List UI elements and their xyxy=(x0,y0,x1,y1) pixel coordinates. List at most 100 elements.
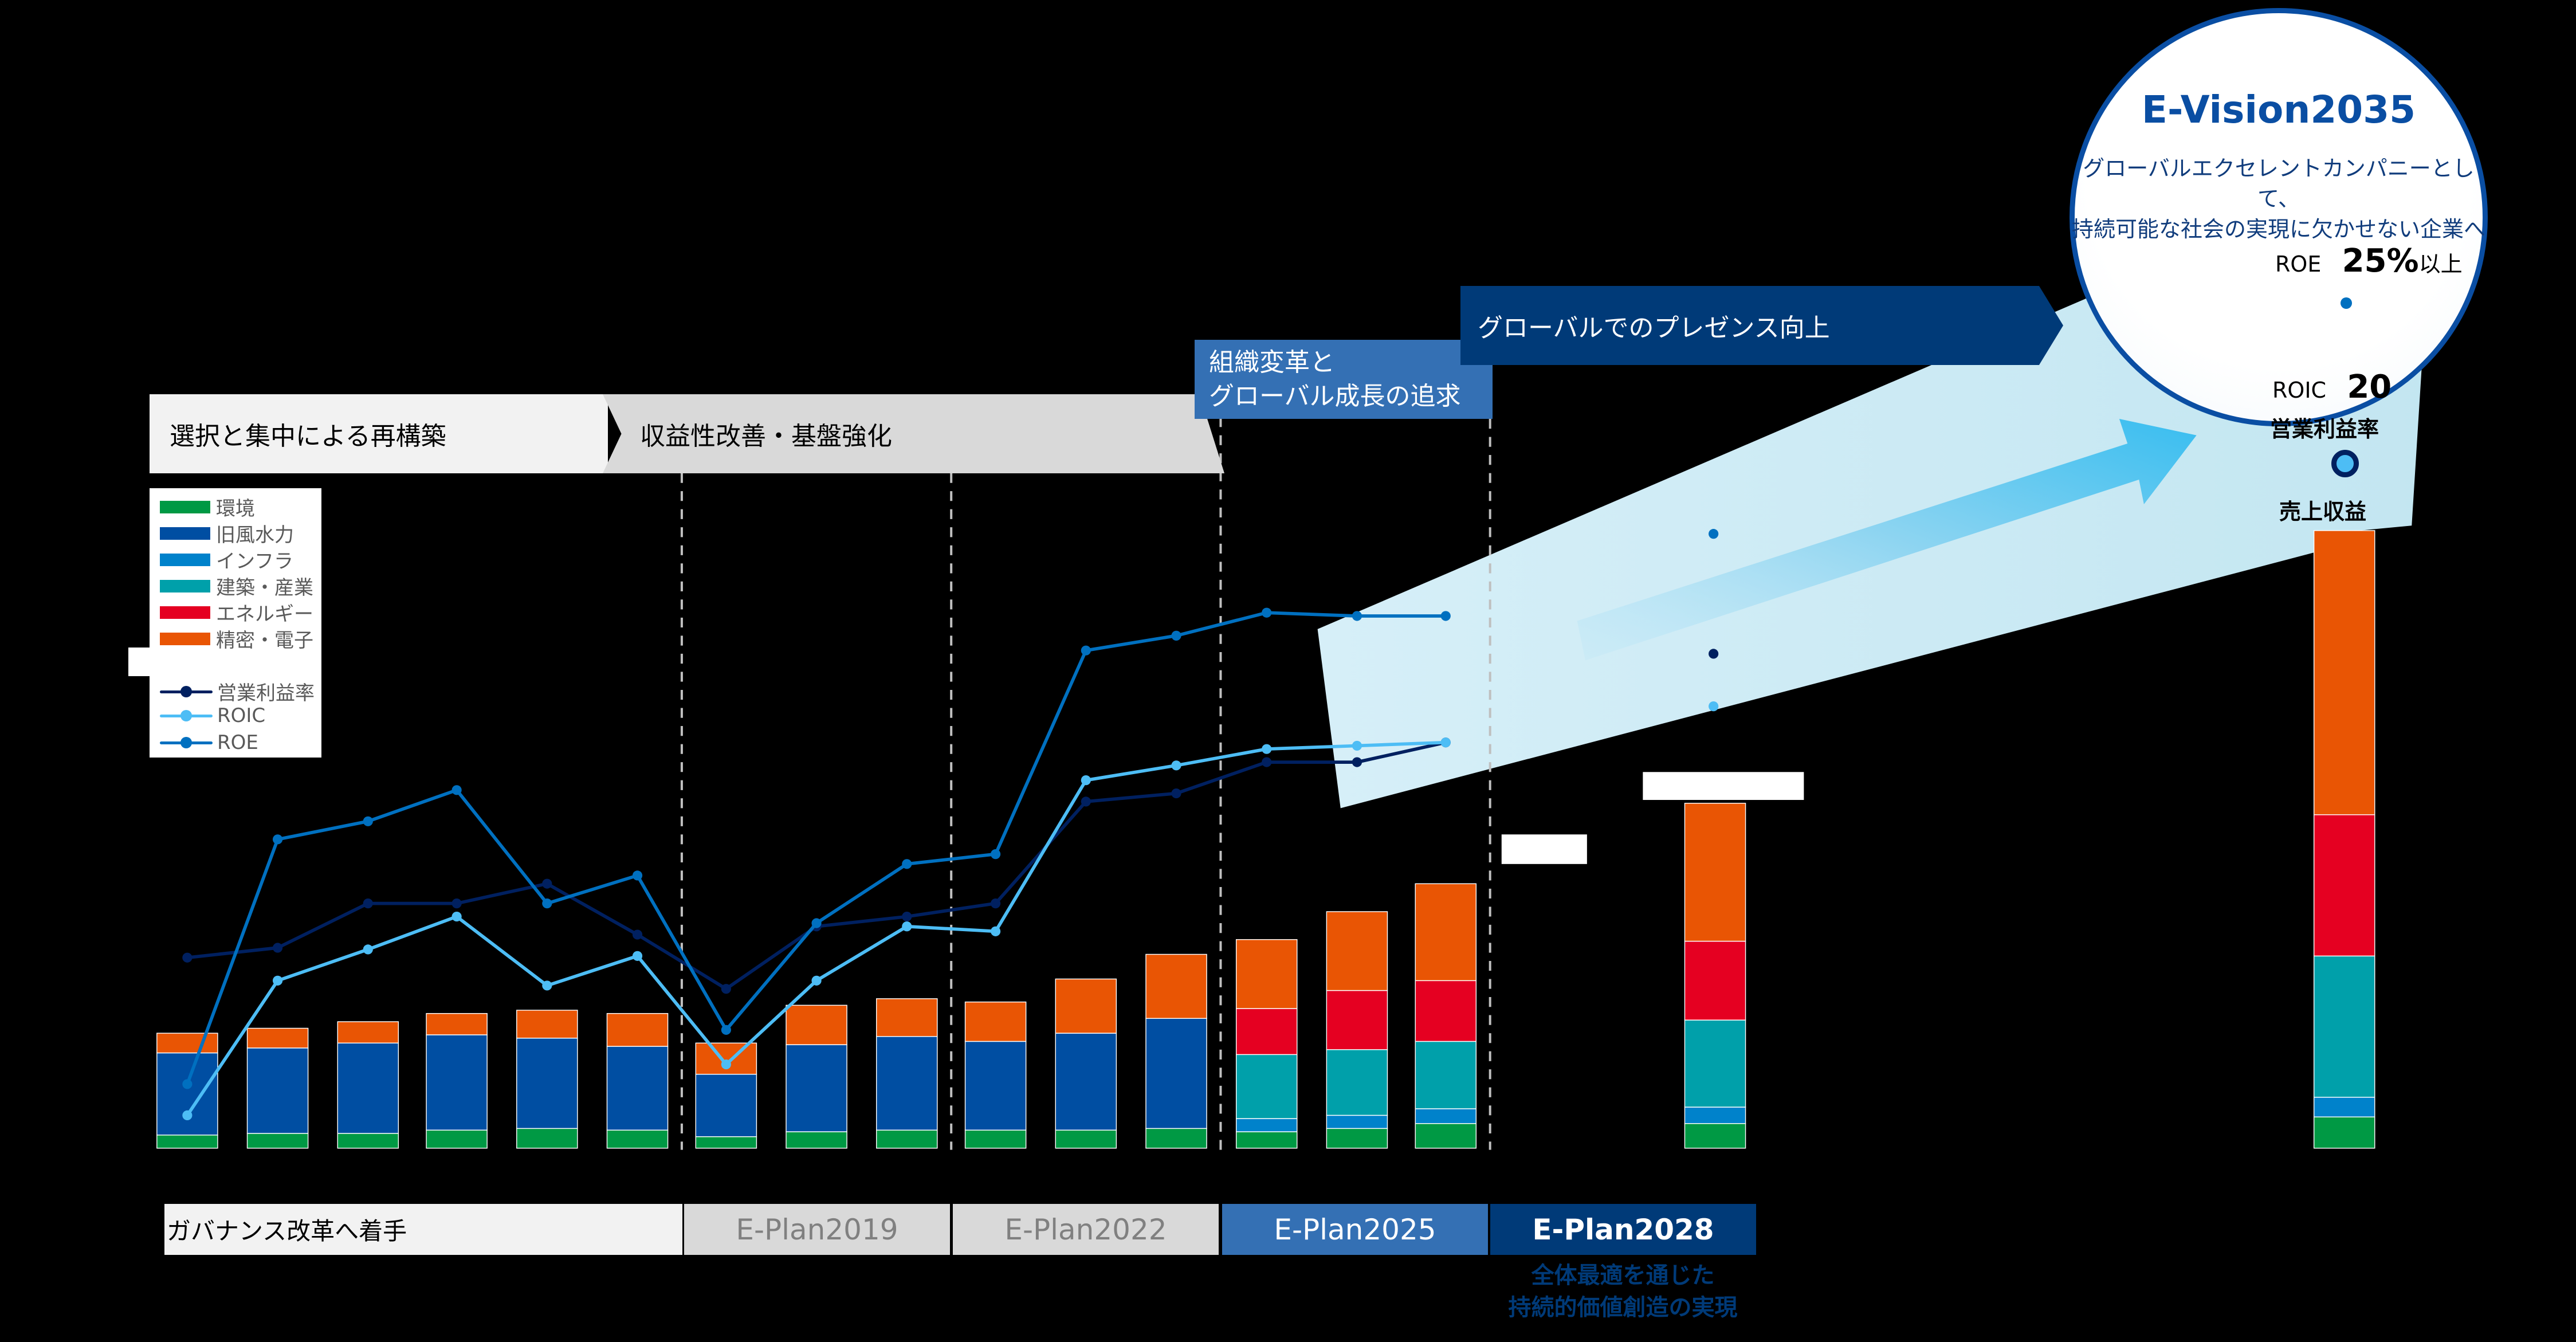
data-point-icon xyxy=(632,929,643,940)
swatch-icon xyxy=(160,500,210,513)
bar-segment xyxy=(1235,1118,1298,1132)
vision-subtitle-line1: グローバルエクセレントカンパニーとして、 xyxy=(2083,156,2475,212)
plan2028-subtitle: 全体最適を通じた 持続的価値創造の実現 xyxy=(1467,1259,1779,1324)
bar-segment xyxy=(786,1004,847,1045)
plan2028-subtitle-line1: 全体最適を通じた xyxy=(1531,1262,1715,1289)
bar-segment xyxy=(516,1128,578,1149)
data-point-icon xyxy=(1262,744,1272,754)
kpi-label: ROE xyxy=(2275,252,2322,277)
bar-segment xyxy=(1415,883,1477,982)
phase-label: グローバルでのプレゼンス向上 xyxy=(1478,313,1830,343)
vision-subtitle-line2: 持続可能な社会の実現に欠かせない企業へ xyxy=(2071,217,2485,242)
data-point-icon xyxy=(542,878,552,889)
data-point-icon xyxy=(451,785,462,795)
phase-banner-org-transformation: 組織変革と グローバル成長の追求 xyxy=(1195,340,1493,419)
data-point-icon xyxy=(1262,607,1272,618)
data-point-icon xyxy=(1352,757,1362,767)
data-point-icon xyxy=(902,911,912,922)
bar-segment xyxy=(1684,1106,1746,1124)
plan-eplan2028: E-Plan2028 xyxy=(1490,1204,1756,1255)
bar-segment xyxy=(426,1034,488,1131)
bar-segment xyxy=(426,1129,488,1149)
kpi-value: 25% xyxy=(2342,242,2419,280)
data-point-icon xyxy=(451,911,462,922)
phase-label: 収益性改善・基盤強化 xyxy=(640,422,892,451)
bar-segment xyxy=(1145,1018,1207,1129)
bar-segment xyxy=(1055,1033,1117,1131)
bar-segment xyxy=(1326,1049,1388,1116)
bar-segment xyxy=(1235,1054,1298,1119)
bar-segment xyxy=(2313,814,2375,957)
bar-segment xyxy=(1055,978,1117,1034)
kpi-label: ROIC xyxy=(2272,378,2327,403)
legend: 環境 旧風水力 インフラ 建築・産業 エネルギー 精密・電子 営業利益率 ROI… xyxy=(150,488,321,758)
data-point-icon xyxy=(1262,757,1272,767)
swatch-icon xyxy=(160,579,210,592)
plan-label: E-Plan2022 xyxy=(1004,1212,1167,1246)
bar-segment xyxy=(246,1133,309,1149)
kpi-suffix: 以上 xyxy=(2418,252,2463,277)
bar-segment xyxy=(695,1136,757,1149)
legend-label: 環境 xyxy=(216,497,255,520)
bar-segment xyxy=(2313,530,2375,815)
bar-segment xyxy=(964,1041,1027,1131)
bar-segment xyxy=(2313,1116,2375,1149)
line-marker-icon xyxy=(160,734,213,751)
data-point-icon xyxy=(991,898,1001,909)
data-point-icon xyxy=(902,921,912,932)
bar-segment xyxy=(156,1135,218,1149)
bar-segment xyxy=(1235,1131,1298,1149)
data-point-icon xyxy=(182,1110,193,1121)
bar-segment xyxy=(695,1042,757,1075)
kpi-op-margin-label: 営業利益率 xyxy=(2270,417,2379,442)
legend-item-energy: エネルギー xyxy=(160,598,313,626)
legend-item-roe: ROE xyxy=(160,731,258,754)
data-point-icon xyxy=(363,944,373,955)
data-point-icon xyxy=(811,975,822,986)
data-point-icon xyxy=(1440,611,1451,621)
data-point-icon xyxy=(451,898,462,909)
bar-segment xyxy=(337,1021,399,1043)
data-point-icon xyxy=(1081,775,1091,786)
kpi-revenue-label: 売上収益 xyxy=(2279,499,2367,524)
op-margin-target-dot-icon xyxy=(2331,450,2359,477)
bar-segment xyxy=(516,1037,578,1129)
bar-segment xyxy=(246,1047,309,1134)
plan-eplan2019: E-Plan2019 xyxy=(684,1204,950,1255)
phase-banner-global-presence: グローバルでのプレゼンス向上 xyxy=(1460,286,2063,365)
phase-banner-profitability: 収益性改善・基盤強化 xyxy=(603,394,1224,473)
plan-label: E-Plan2019 xyxy=(736,1212,898,1246)
bar-segment xyxy=(786,1131,847,1149)
data-point-icon xyxy=(1352,740,1362,751)
legend-item-environment: 環境 xyxy=(160,493,255,521)
bar-segment xyxy=(1326,1115,1388,1129)
bar-segment xyxy=(606,1013,669,1047)
bar-segment xyxy=(606,1046,669,1131)
bar-segment xyxy=(1326,911,1388,991)
data-point-icon xyxy=(1171,630,1181,641)
data-point-icon xyxy=(182,952,193,963)
bar-segment xyxy=(964,1001,1027,1042)
bar-segment xyxy=(1145,953,1207,1019)
data-point-icon xyxy=(182,1079,193,1089)
legend-item-infrastructure: インフラ xyxy=(160,546,293,574)
swatch-icon xyxy=(160,553,210,566)
bar-segment xyxy=(337,1133,399,1149)
phase-banner-restructuring: 選択と集中による再構築 xyxy=(150,394,608,473)
legend-label: 建築・産業 xyxy=(216,576,313,599)
bar-segment xyxy=(2313,1097,2375,1117)
growth-arrow xyxy=(1577,418,2197,661)
line-marker-icon xyxy=(160,683,213,700)
kpi-roe: ROE 25%以上 xyxy=(2275,242,2463,280)
bar-segment xyxy=(695,1074,757,1137)
plan-label: E-Plan2025 xyxy=(1274,1212,1436,1246)
bar-segment xyxy=(876,1036,938,1131)
data-point-icon xyxy=(902,859,912,869)
bar-segment xyxy=(1415,1123,1477,1149)
legend-item-former-wind-hydraulics: 旧風水力 xyxy=(160,519,294,547)
swatch-icon xyxy=(160,527,210,540)
legend-label: 営業利益率 xyxy=(217,682,315,705)
plan2028-subtitle-line2: 持続的価値創造の実現 xyxy=(1508,1294,1738,1321)
data-point-icon xyxy=(272,943,283,953)
data-point-icon xyxy=(1440,737,1451,748)
